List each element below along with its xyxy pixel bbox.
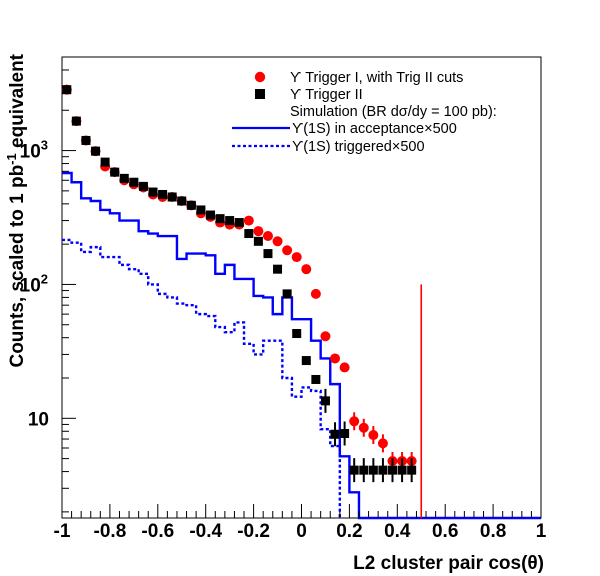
trigger-ii-point (311, 374, 321, 384)
x-axis-title: L2 cluster pair cos(θ) (353, 553, 544, 574)
trigger-i-point (339, 362, 350, 373)
trigger-i-point (253, 226, 264, 237)
trigger-ii-point (263, 249, 273, 259)
trigger-i-point (243, 215, 254, 226)
trigger-ii-point (273, 264, 283, 274)
y-tick-base: 10 (20, 142, 41, 163)
trigger-ii-point (196, 205, 206, 215)
trigger-ii-point (282, 289, 292, 299)
trigger-ii-point (91, 146, 101, 156)
y-tick-base: 10 (20, 275, 41, 296)
legend-label-trigger-ii: ϒ Trigger II (290, 87, 363, 103)
trigger-ii-point (62, 85, 72, 95)
trigger-ii-point (119, 173, 129, 183)
legend-label-acceptance: ϒ(1S) in acceptance×500 (292, 121, 457, 137)
x-tick-label: -0.2 (237, 521, 270, 542)
trigger-ii-point (129, 177, 139, 187)
trigger-ii-point (71, 116, 81, 126)
legend-marker-trigger-ii (255, 89, 265, 99)
trigger-ii-point (81, 135, 91, 145)
trigger-ii-point (368, 465, 378, 475)
trigger-i-point (358, 422, 369, 433)
legend-marker-trigger-i (254, 71, 266, 83)
y-tick-label: 103 (20, 138, 48, 163)
trigger-i-point (368, 430, 379, 441)
trigger-ii-point (253, 236, 263, 246)
x-tick-label: 1 (536, 521, 547, 542)
triggered-histogram-line (62, 238, 342, 518)
y-axis-title: Counts, scaled to 1 pb-1 equivalent (4, 53, 28, 367)
trigger-ii-point (186, 200, 196, 210)
x-tick-label: -0.6 (141, 521, 174, 542)
trigger-ii-point (215, 214, 225, 224)
legend-header-simulation: Simulation (BR dσ/dy = 100 pb): (290, 104, 497, 120)
y-tick-exponent: 3 (41, 138, 48, 153)
trigger-ii-point (225, 216, 235, 226)
trigger-ii-point (110, 167, 120, 177)
x-tick-label: -0.8 (94, 521, 127, 542)
trigger-i-point (330, 353, 341, 364)
acceptance-histogram-line (62, 171, 541, 520)
legend-label-trigger-i: ϒ Trigger I, with Trig II cuts (290, 70, 463, 86)
trigger-i-point (282, 245, 293, 256)
x-tick-label: 0.6 (432, 521, 458, 542)
trigger-ii-point (205, 210, 215, 220)
y-tick-label: 10 (28, 409, 49, 430)
trigger-i-point (262, 231, 273, 242)
x-tick-label: 0.4 (384, 521, 411, 542)
trigger-ii-point (320, 396, 330, 406)
trigger-i-point (272, 236, 283, 247)
trigger-ii-point (378, 465, 388, 475)
trigger-ii-point (148, 187, 158, 197)
trigger-ii-point (349, 465, 359, 475)
y-tick-exponent: 2 (41, 271, 48, 286)
y-tick-base: 10 (28, 409, 49, 430)
x-tick-label: -0.4 (189, 521, 222, 542)
trigger-ii-point (138, 181, 148, 191)
trigger-i-point (291, 252, 302, 263)
trigger-ii-point (340, 429, 350, 439)
x-tick-label: 0 (296, 521, 307, 542)
trigger-ii-point (292, 329, 302, 339)
trigger-ii-point (100, 157, 110, 167)
trigger-i-point (320, 331, 331, 342)
trigger-ii-point (234, 218, 244, 228)
y-tick-label: 102 (20, 271, 48, 296)
trigger-ii-point (158, 189, 168, 199)
x-tick-label: 0.2 (336, 521, 362, 542)
trigger-i-point (377, 438, 388, 449)
trigger-ii-point (359, 465, 369, 475)
trigger-ii-point (167, 192, 177, 202)
trigger-i-point (310, 288, 321, 299)
trigger-ii-point (407, 465, 417, 475)
x-tick-label: 0.8 (480, 521, 506, 542)
x-tick-label: -1 (54, 521, 71, 542)
histogram-layer (62, 171, 541, 520)
trigger-ii-point (301, 356, 311, 366)
trigger-ii-point (177, 196, 187, 206)
trigger-i-point (349, 416, 360, 427)
trigger-ii-point (397, 465, 407, 475)
trigger-ii-point (244, 229, 254, 239)
points-layer (61, 84, 417, 483)
legend: ϒ Trigger I, with Trig II cuts ϒ Trigger… (232, 70, 497, 155)
trigger-ii-point (330, 429, 340, 439)
x-axis-ticks: -1 -0.8 -0.6 -0.4 -0.2 0 0.2 0.4 0.6 0.8 1 (54, 504, 547, 542)
trigger-i-point (301, 264, 312, 275)
trigger-ii-point (388, 465, 398, 475)
legend-label-triggered: ϒ(1S) triggered×500 (292, 139, 425, 155)
